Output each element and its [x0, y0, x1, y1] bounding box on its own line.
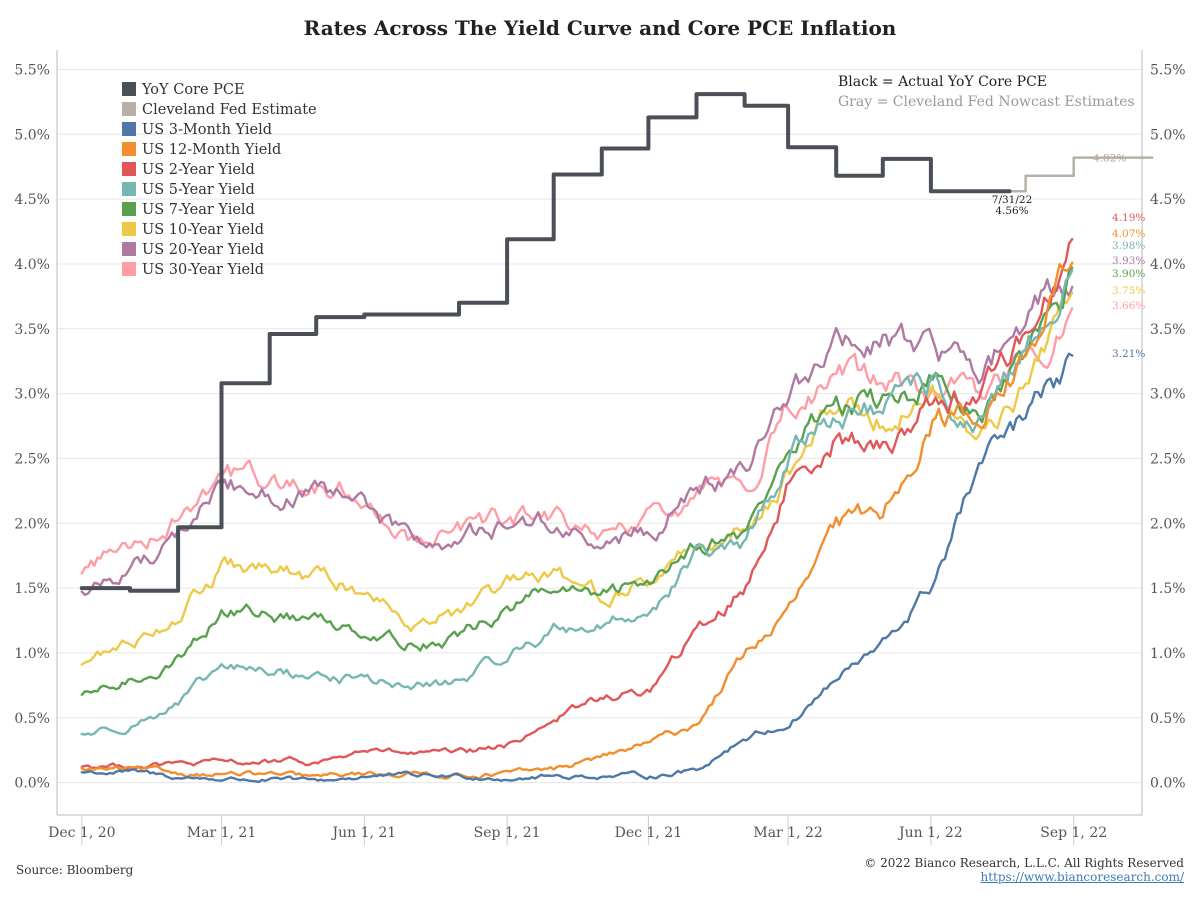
- y-tick-label-right: 2.0%: [1150, 516, 1186, 532]
- y-tick-label-left: 5.0%: [14, 127, 50, 143]
- axis-layer: 0.0% 0.0% 0.5% 0.5% 1.0% 1.0% 1.5% 1.5% 2.0% 2.0%…: [14, 50, 1186, 845]
- legend-entry: US 5-Year Yield: [142, 182, 255, 198]
- end-label: 3.75%: [1112, 285, 1145, 297]
- legend-swatch: [122, 202, 136, 216]
- legend-swatch: [122, 142, 136, 156]
- x-tick-label: Mar 1, 21: [187, 825, 256, 841]
- y-tick-label-right: 5.5%: [1150, 62, 1186, 78]
- y-tick-label-right: 0.0%: [1150, 776, 1186, 792]
- notes: Black = Actual YoY Core PCE Gray = Cleve…: [838, 74, 1135, 110]
- end-label: 3.21%: [1112, 348, 1145, 360]
- y-tick-label-left: 0.0%: [14, 776, 50, 792]
- legend-entry: US 12-Month Yield: [142, 142, 281, 158]
- y-tick-label-right: 0.5%: [1150, 711, 1186, 727]
- end-label: 3.90%: [1112, 268, 1145, 280]
- legend-entry: US 7-Year Yield: [142, 202, 255, 218]
- end-label: 3.98%: [1112, 240, 1145, 252]
- y-tick-label-right: 4.5%: [1150, 192, 1186, 208]
- series-line-us-7-year-yield: [80, 266, 1074, 696]
- series-line-cleveland-fed-estimate: [976, 156, 1154, 193]
- y-tick-label-left: 1.0%: [14, 646, 50, 662]
- y-tick-label-left: 4.0%: [14, 257, 50, 273]
- series-line-us-5-year-yield: [80, 269, 1074, 736]
- end-label: 3.93%: [1112, 255, 1145, 267]
- legend-entry: US 3-Month Yield: [142, 122, 272, 138]
- legend: YoY Core PCE Cleveland Fed Estimate US 3-M…: [122, 82, 317, 278]
- x-tick-label: Dec 1, 21: [615, 825, 682, 841]
- series-line-us-3-month-yield: [80, 352, 1074, 784]
- y-tick-label-right: 2.5%: [1150, 451, 1186, 467]
- y-tick-label-right: 4.0%: [1150, 257, 1186, 273]
- legend-swatch: [122, 122, 136, 136]
- chart-title: Rates Across The Yield Curve and Core PC…: [303, 16, 897, 40]
- x-tick-label: Dec 1, 20: [48, 825, 115, 841]
- y-tick-label-left: 5.5%: [14, 62, 50, 78]
- y-tick-label-right: 3.5%: [1150, 322, 1186, 338]
- end-label: 4.07%: [1112, 228, 1145, 240]
- y-tick-label-right: 3.0%: [1150, 387, 1186, 403]
- y-tick-label-right: 5.0%: [1150, 127, 1186, 143]
- legend-swatch: [122, 222, 136, 236]
- end-label: 4.19%: [1112, 212, 1145, 224]
- grid-layer: [57, 68, 1142, 784]
- legend-swatch: [122, 102, 136, 116]
- legend-entry: US 2-Year Yield: [142, 162, 255, 178]
- x-tick-label: Jun 1, 22: [897, 825, 963, 841]
- end-label: 3.66%: [1112, 300, 1145, 312]
- y-tick-label-left: 3.5%: [14, 322, 50, 338]
- legend-entry: YoY Core PCE: [141, 82, 245, 98]
- y-tick-label-right: 1.0%: [1150, 646, 1186, 662]
- y-tick-label-left: 0.5%: [14, 711, 50, 727]
- annotation-label: 4.56%: [995, 205, 1028, 217]
- y-tick-label-left: 4.5%: [14, 192, 50, 208]
- y-tick-label-left: 3.0%: [14, 387, 50, 403]
- legend-swatch: [122, 242, 136, 256]
- source-note: Source: Bloomberg: [16, 863, 134, 877]
- y-tick-label-left: 2.5%: [14, 451, 50, 467]
- x-tick-label: Sep 1, 22: [1040, 825, 1107, 841]
- x-tick-label: Jun 1, 21: [330, 825, 396, 841]
- series-layer: [79, 92, 1154, 784]
- note-gray: Gray = Cleveland Fed Nowcast Estimates: [838, 94, 1135, 110]
- legend-swatch: [122, 262, 136, 276]
- series-line-us-10-year-yield: [80, 291, 1074, 666]
- note-black: Black = Actual YoY Core PCE: [838, 74, 1047, 90]
- end-label: 4.82%: [1093, 153, 1126, 165]
- y-tick-label-right: 1.5%: [1150, 581, 1186, 597]
- series-line-us-12-month-yield: [80, 261, 1074, 780]
- legend-entry: US 20-Year Yield: [142, 242, 264, 258]
- website-link[interactable]: https://www.biancoresearch.com/: [980, 870, 1184, 884]
- legend-swatch: [122, 162, 136, 176]
- annotation-label: 7/31/22: [992, 194, 1032, 206]
- legend-entry: US 10-Year Yield: [142, 222, 264, 238]
- legend-swatch: [122, 182, 136, 196]
- series-line-us-2-year-yield: [80, 237, 1074, 771]
- legend-entry: US 30-Year Yield: [142, 262, 264, 278]
- copyright-block: © 2022 Bianco Research, L.L.C. All Right…: [864, 856, 1184, 884]
- series-line-yoy-core-pce: [79, 92, 1012, 593]
- x-tick-label: Mar 1, 22: [753, 825, 822, 841]
- y-tick-label-left: 1.5%: [14, 581, 50, 597]
- y-tick-label-left: 2.0%: [14, 516, 50, 532]
- x-tick-label: Sep 1, 21: [474, 825, 541, 841]
- legend-entry: Cleveland Fed Estimate: [142, 102, 317, 118]
- legend-swatch: [122, 82, 136, 96]
- copyright-text: © 2022 Bianco Research, L.L.C. All Right…: [864, 856, 1184, 870]
- series-line-us-20-year-yield: [80, 278, 1074, 596]
- label-layer: 3.21% 4.07% 4.19% 3.98% 3.90% 3.75% 3.93% 3.66%…: [992, 153, 1146, 360]
